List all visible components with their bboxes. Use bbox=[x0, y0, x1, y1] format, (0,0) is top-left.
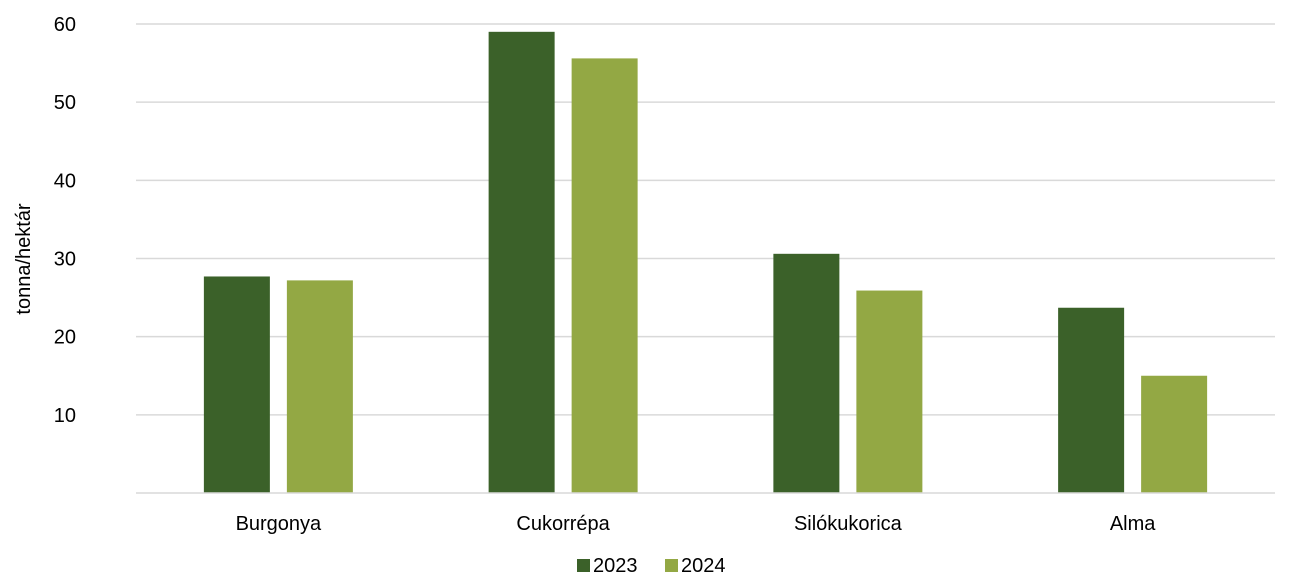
y-axis-title: tonna/hektár bbox=[13, 203, 35, 315]
legend-label: 2024 bbox=[681, 555, 726, 577]
y-axis-ticks: 10 20 30 40 50 60 bbox=[54, 14, 76, 427]
x-tick-label: Alma bbox=[1110, 513, 1156, 535]
bar-2024-3 bbox=[1141, 375, 1208, 493]
x-axis-ticks: Burgonya Cukorrépa Silókukorica Alma bbox=[236, 513, 1157, 535]
legend-swatch-2023 bbox=[577, 559, 590, 572]
bar-2023-3 bbox=[1058, 307, 1125, 493]
bar-2024-2 bbox=[856, 290, 923, 493]
bar-2024-1 bbox=[571, 58, 638, 493]
y-tick-label: 40 bbox=[54, 170, 76, 192]
y-tick-label: 30 bbox=[54, 249, 76, 271]
x-tick-label: Burgonya bbox=[236, 513, 322, 535]
bar-2024-0 bbox=[286, 280, 353, 493]
legend: 2023 2024 bbox=[577, 555, 726, 577]
bar-2023-1 bbox=[488, 31, 555, 494]
bar-2023-0 bbox=[203, 276, 270, 493]
x-tick-label: Silókukorica bbox=[794, 513, 903, 535]
legend-swatch-2024 bbox=[665, 559, 678, 572]
y-tick-label: 60 bbox=[54, 14, 76, 36]
y-tick-label: 10 bbox=[54, 405, 76, 427]
y-tick-label: 50 bbox=[54, 92, 76, 114]
bar-2023-2 bbox=[773, 253, 840, 493]
x-tick-label: Cukorrépa bbox=[516, 513, 610, 535]
y-tick-label: 20 bbox=[54, 327, 76, 349]
bar-series bbox=[203, 31, 1208, 494]
legend-label: 2023 bbox=[593, 555, 638, 577]
